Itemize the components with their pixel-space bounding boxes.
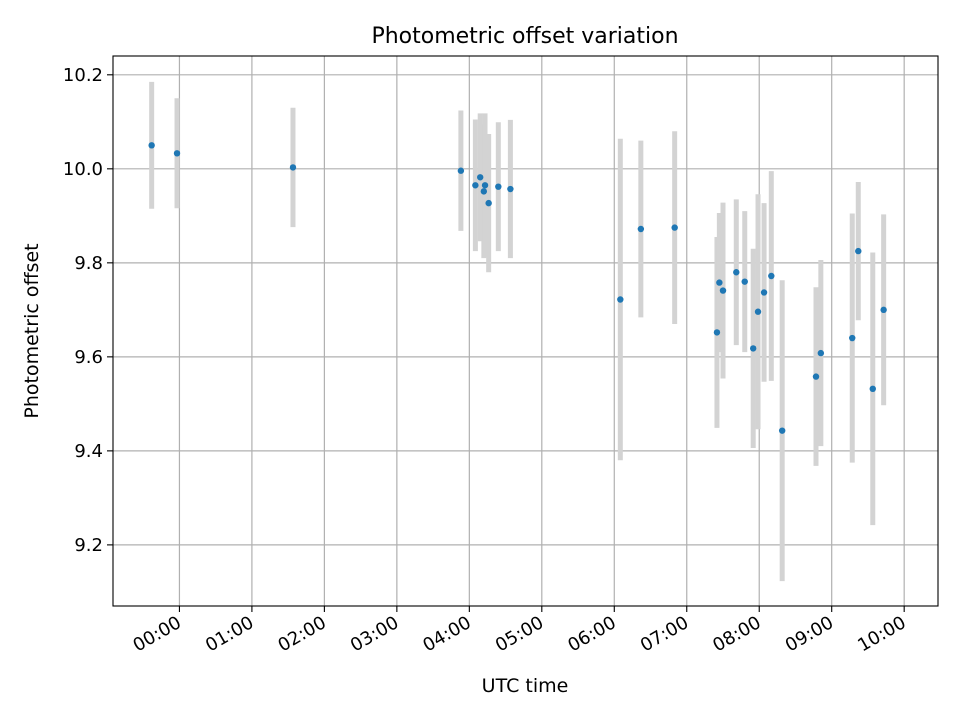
y-tick-label: 9.4 [74,441,103,462]
y-tick-label: 10.0 [63,159,103,180]
chart-title: Photometric offset variation [371,24,678,49]
plot-area [113,56,938,606]
data-point [477,174,484,181]
data-point [637,225,645,233]
y-tick-label: 9.2 [74,535,103,556]
point-layer [148,142,887,434]
data-point [289,164,297,171]
data-point [485,199,492,207]
data-point [173,150,181,157]
y-tick-label: 10.2 [63,65,103,86]
data-point [855,247,862,255]
data-point [671,224,678,231]
plot-frame [112,55,939,607]
data-point [812,373,820,380]
data-point [733,269,740,276]
data-point [472,182,479,189]
grid-layer [113,56,938,606]
data-point [741,278,748,285]
y-axis-label: Photometric offset [21,243,43,418]
data-point [880,306,887,314]
data-point [716,279,723,286]
data-point [457,167,465,174]
x-axis-label: UTC time [482,675,569,697]
data-point [495,183,502,190]
data-point [849,334,856,342]
y-axis-ticks: 9.2 9.4 9.6 9.8 10.0 10.2 [63,65,113,556]
data-point [148,142,155,149]
data-point [754,308,762,315]
data-point [617,296,624,303]
data-point [749,345,757,352]
data-point [481,182,489,189]
y-tick-label: 9.8 [74,253,103,274]
data-point [817,349,825,357]
data-point [869,385,876,393]
data-point [507,185,514,193]
data-point [713,329,721,336]
data-point [760,289,768,296]
data-point [778,427,786,434]
data-point [719,287,727,294]
y-tick-label: 9.6 [74,347,103,368]
data-point [768,272,775,280]
data-point [480,188,488,195]
